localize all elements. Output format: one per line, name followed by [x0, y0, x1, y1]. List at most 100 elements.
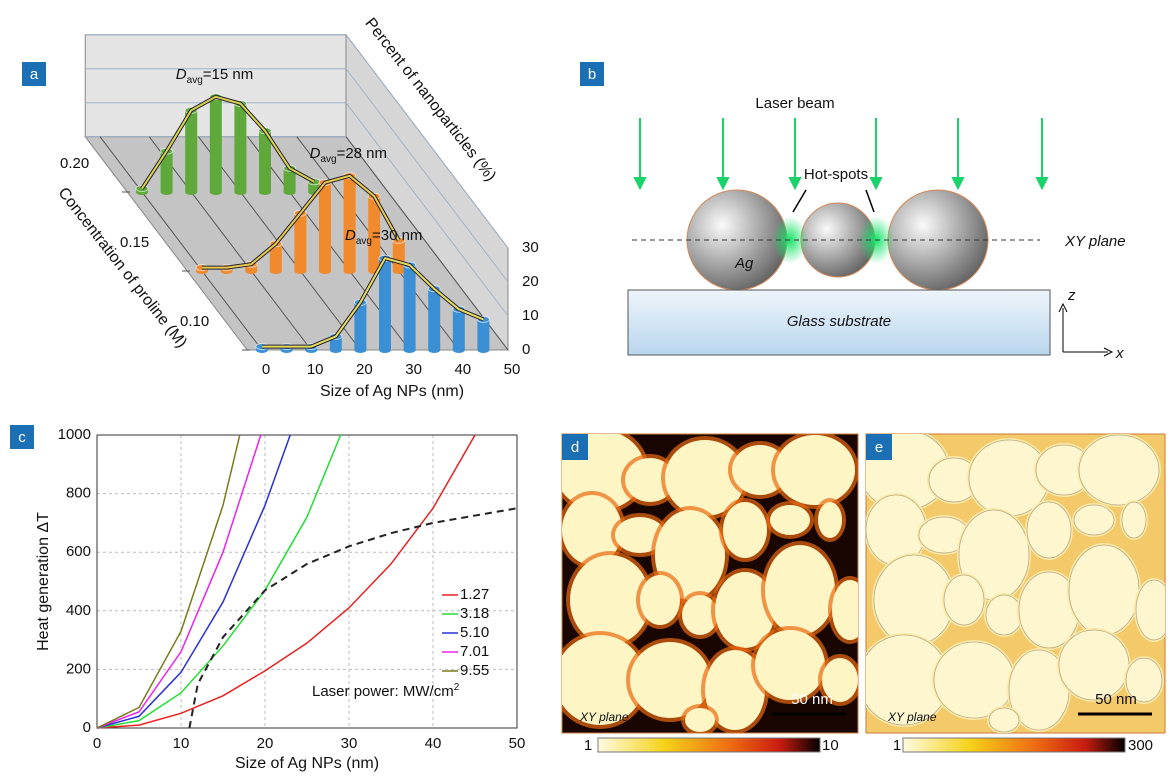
legend-label: 3.18 — [460, 605, 489, 622]
x-tick-label: 50 — [504, 361, 521, 378]
bar-base — [319, 268, 331, 274]
bar — [343, 175, 356, 271]
fit-curve — [262, 257, 484, 348]
annotation: Davg=30 nm — [345, 227, 422, 247]
z-label: z — [1067, 287, 1076, 304]
substrate — [627, 289, 1051, 356]
annotation-text: =15 nm — [203, 66, 253, 83]
annotation-sub: avg — [187, 74, 203, 85]
x-tick-label: 30 — [341, 735, 358, 752]
grid-line — [345, 136, 509, 351]
particle — [562, 495, 622, 565]
z-tick-label: 0 — [522, 341, 530, 358]
colorbar — [597, 737, 821, 753]
bar — [209, 96, 222, 192]
annotation-symbol: D — [345, 227, 356, 244]
x-tick-label: 50 — [509, 735, 526, 752]
x-tick-label: 0 — [262, 361, 270, 378]
colorbar-min: 1 — [584, 737, 592, 754]
particle — [665, 440, 745, 516]
panel-label: c — [18, 429, 26, 446]
line — [96, 434, 342, 729]
bar-base — [329, 347, 342, 353]
particle — [832, 580, 858, 640]
x-tick-label: 20 — [257, 735, 274, 752]
particle — [1026, 501, 1072, 559]
plane-label: XY plane — [1064, 233, 1126, 250]
bar-base — [185, 189, 198, 195]
bar-base — [343, 268, 356, 274]
bar — [477, 319, 490, 350]
legend-title: Laser power: MW/cm — [312, 683, 454, 700]
x-label: x — [1115, 345, 1124, 362]
particle — [682, 595, 718, 635]
particle — [705, 650, 765, 730]
z-tick-label: 20 — [522, 273, 539, 290]
plane-label: XY plane — [887, 710, 937, 724]
panel-label-box — [10, 425, 34, 449]
fit-curve — [202, 174, 400, 269]
grid-line — [85, 68, 509, 283]
x-tick-label: 40 — [425, 735, 442, 752]
colorbar-max: 10 — [822, 737, 839, 754]
bar — [185, 110, 198, 192]
annotation-text: =28 nm — [337, 145, 387, 162]
panel-d: d 50 nm XY plane 1 10 — [561, 433, 859, 754]
panel-e: e 50 nm XY plane 1 300 — [865, 433, 1166, 754]
particle — [630, 642, 710, 718]
bar-base — [209, 189, 222, 195]
bar-base — [259, 189, 271, 195]
annotation-text: =30 nm — [372, 227, 422, 244]
bar-base — [234, 189, 247, 195]
x-tick-label: 20 — [356, 361, 373, 378]
particle — [715, 572, 775, 648]
panel-label: b — [588, 66, 596, 83]
y-tick-label: 0.15 — [120, 234, 149, 251]
bar-base — [283, 189, 296, 195]
panel-label-box — [22, 62, 46, 86]
grid-line — [85, 34, 509, 249]
particle — [562, 635, 645, 725]
y-tick-label: 600 — [66, 543, 91, 560]
panel-b: b Laser beam Hot-spots XY plane Ag Glass… — [580, 62, 1126, 362]
x-tick-label: 10 — [307, 361, 324, 378]
panel-label: e — [875, 439, 883, 456]
bar-base — [392, 268, 405, 274]
annotation: Davg=15 nm — [176, 66, 253, 86]
particle — [570, 555, 650, 645]
pointer — [792, 189, 875, 213]
bar — [259, 130, 271, 192]
laser-label: Laser beam — [755, 95, 834, 112]
particle — [943, 574, 985, 626]
legend-label: 1.27 — [460, 586, 489, 603]
bar-base — [269, 268, 282, 274]
line — [188, 507, 518, 729]
bar-base — [354, 347, 367, 353]
legend-label: 9.55 — [460, 662, 489, 679]
line — [96, 434, 291, 729]
panel-label-box — [562, 434, 588, 460]
particle — [822, 658, 858, 702]
x-axis-label: Size of Ag NPs (nm) — [320, 383, 464, 400]
bar-base — [245, 268, 258, 274]
fit-curve — [141, 95, 315, 190]
particle — [988, 707, 1020, 733]
bar-base — [452, 347, 465, 353]
y-tick-label: 200 — [66, 660, 91, 677]
annotation-sub: avg — [320, 153, 336, 164]
scale-label: 50 nm — [1095, 691, 1137, 708]
particle — [775, 435, 855, 505]
grid-line — [85, 102, 509, 317]
bar — [294, 213, 307, 271]
bar-base — [428, 347, 441, 353]
particle — [765, 545, 835, 635]
annotation-symbol: D — [310, 145, 321, 162]
particle — [755, 630, 825, 700]
annotation-sub: avg — [356, 236, 372, 247]
particle — [1078, 434, 1160, 506]
particle — [685, 708, 715, 732]
bar — [428, 288, 441, 350]
bar — [403, 265, 416, 350]
annotation: Davg=28 nm — [310, 145, 387, 165]
plot-frame — [96, 434, 518, 729]
